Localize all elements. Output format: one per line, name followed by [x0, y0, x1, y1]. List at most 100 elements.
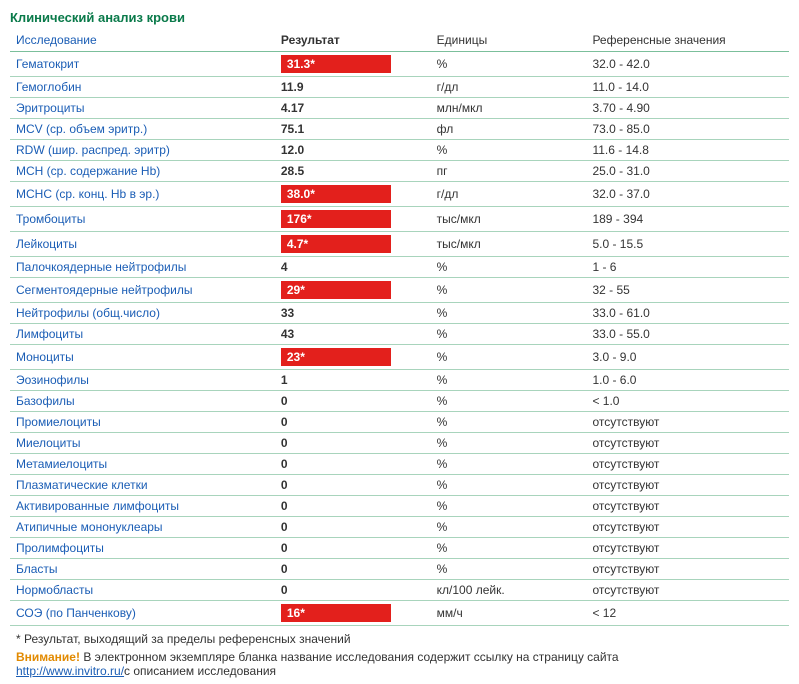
table-row: Атипичные мононуклеары0%отсутствуют — [10, 517, 789, 538]
cell-test: Лейкоциты — [10, 232, 275, 257]
cell-units: млн/мкл — [431, 98, 587, 119]
cell-reference: 11.6 - 14.8 — [586, 140, 789, 161]
cell-units: г/дл — [431, 182, 587, 207]
cell-reference: 3.0 - 9.0 — [586, 345, 789, 370]
table-row: Тромбоциты 176* тыс/мкл189 - 394 — [10, 207, 789, 232]
cell-reference: отсутствуют — [586, 454, 789, 475]
cell-result: 75.1 — [275, 119, 431, 140]
cell-reference: отсутствуют — [586, 496, 789, 517]
flagged-result: 29* — [281, 281, 391, 299]
cell-units: % — [431, 412, 587, 433]
cell-units: % — [431, 475, 587, 496]
cell-reference: 189 - 394 — [586, 207, 789, 232]
table-row: Лимфоциты43%33.0 - 55.0 — [10, 324, 789, 345]
cell-units: тыс/мкл — [431, 207, 587, 232]
cell-result: 23* — [275, 345, 431, 370]
cell-test: Эозинофилы — [10, 370, 275, 391]
cell-test: Моноциты — [10, 345, 275, 370]
cell-result: 33 — [275, 303, 431, 324]
cell-result: 4.7* — [275, 232, 431, 257]
cell-reference: 11.0 - 14.0 — [586, 77, 789, 98]
notice-text2: с описанием исследования — [124, 664, 276, 678]
notice-link[interactable]: http://www.invitro.ru/ — [16, 664, 124, 678]
table-row: СОЭ (по Панченкову)16*мм/ч< 12 — [10, 601, 789, 626]
cell-result: 0 — [275, 412, 431, 433]
cell-reference: 32 - 55 — [586, 278, 789, 303]
cell-test: Тромбоциты — [10, 207, 275, 232]
cell-units: % — [431, 345, 587, 370]
cell-reference: отсутствуют — [586, 538, 789, 559]
cell-reference: < 12 — [586, 601, 789, 626]
cell-test: Миелоциты — [10, 433, 275, 454]
cell-test: Нейтрофилы (общ.число) — [10, 303, 275, 324]
flagged-result: 176* — [281, 210, 391, 228]
table-row: MCH (ср. содержание Hb)28.5пг25.0 - 31.0 — [10, 161, 789, 182]
cell-result: 43 — [275, 324, 431, 345]
cell-result: 0 — [275, 433, 431, 454]
col-header-test: Исследование — [10, 29, 275, 52]
cell-result: 31.3* — [275, 52, 431, 77]
table-row: Палочкоядерные нейтрофилы4%1 - 6 — [10, 257, 789, 278]
cell-units: % — [431, 370, 587, 391]
cell-reference: 25.0 - 31.0 — [586, 161, 789, 182]
flagged-result: 38.0* — [281, 185, 391, 203]
cell-result: 0 — [275, 580, 431, 601]
cell-units: % — [431, 140, 587, 161]
table-row: Эритроциты4.17млн/мкл3.70 - 4.90 — [10, 98, 789, 119]
table-row: Нормобласты0кл/100 лейк.отсутствуют — [10, 580, 789, 601]
cell-units: % — [431, 257, 587, 278]
cell-result: 4 — [275, 257, 431, 278]
table-row: Нейтрофилы (общ.число)33%33.0 - 61.0 — [10, 303, 789, 324]
table-row: Миелоциты0%отсутствуют — [10, 433, 789, 454]
cell-test: MCV (ср. объем эритр.) — [10, 119, 275, 140]
cell-reference: 1.0 - 6.0 — [586, 370, 789, 391]
cell-result: 1 — [275, 370, 431, 391]
cell-units: фл — [431, 119, 587, 140]
cell-test: Лимфоциты — [10, 324, 275, 345]
cell-result: 38.0* — [275, 182, 431, 207]
table-header-row: Исследование Результат Единицы Референсн… — [10, 29, 789, 52]
cell-test: Сегментоядерные нейтрофилы — [10, 278, 275, 303]
cell-result: 0 — [275, 559, 431, 580]
cell-reference: отсутствуют — [586, 517, 789, 538]
cell-test: MCHC (ср. конц. Hb в эр.) — [10, 182, 275, 207]
table-row: Эозинофилы1%1.0 - 6.0 — [10, 370, 789, 391]
cell-test: MCH (ср. содержание Hb) — [10, 161, 275, 182]
table-row: Промиелоциты0%отсутствуют — [10, 412, 789, 433]
cell-result: 0 — [275, 538, 431, 559]
cell-result: 12.0 — [275, 140, 431, 161]
table-row: Моноциты23*%3.0 - 9.0 — [10, 345, 789, 370]
cell-test: Эритроциты — [10, 98, 275, 119]
cell-units: мм/ч — [431, 601, 587, 626]
report-title: Клинический анализ крови — [10, 6, 789, 29]
cell-result: 29* — [275, 278, 431, 303]
cell-units: тыс/мкл — [431, 232, 587, 257]
cell-test: Бласты — [10, 559, 275, 580]
cell-reference: 1 - 6 — [586, 257, 789, 278]
col-header-units: Единицы — [431, 29, 587, 52]
notice-warn: Внимание! — [16, 650, 80, 664]
cell-result: 0 — [275, 454, 431, 475]
cell-units: % — [431, 538, 587, 559]
cell-result: 0 — [275, 517, 431, 538]
cell-units: % — [431, 324, 587, 345]
table-row: RDW (шир. распред. эритр)12.0%11.6 - 14.… — [10, 140, 789, 161]
table-row: Гематокрит31.3*%32.0 - 42.0 — [10, 52, 789, 77]
cell-test: Метамиелоциты — [10, 454, 275, 475]
cell-test: СОЭ (по Панченкову) — [10, 601, 275, 626]
cell-reference: 32.0 - 42.0 — [586, 52, 789, 77]
cell-reference: < 1.0 — [586, 391, 789, 412]
table-row: Бласты0%отсутствуют — [10, 559, 789, 580]
cell-units: % — [431, 278, 587, 303]
cell-units: % — [431, 517, 587, 538]
cell-result: 176* — [275, 207, 431, 232]
cell-test: Гематокрит — [10, 52, 275, 77]
blood-test-table: Исследование Результат Единицы Референсн… — [10, 29, 789, 626]
cell-reference: отсутствуют — [586, 580, 789, 601]
table-row: Активированные лимфоциты0%отсутствуют — [10, 496, 789, 517]
cell-reference: отсутствуют — [586, 559, 789, 580]
cell-reference: 3.70 - 4.90 — [586, 98, 789, 119]
cell-units: % — [431, 433, 587, 454]
cell-test: RDW (шир. распред. эритр) — [10, 140, 275, 161]
cell-test: Базофилы — [10, 391, 275, 412]
